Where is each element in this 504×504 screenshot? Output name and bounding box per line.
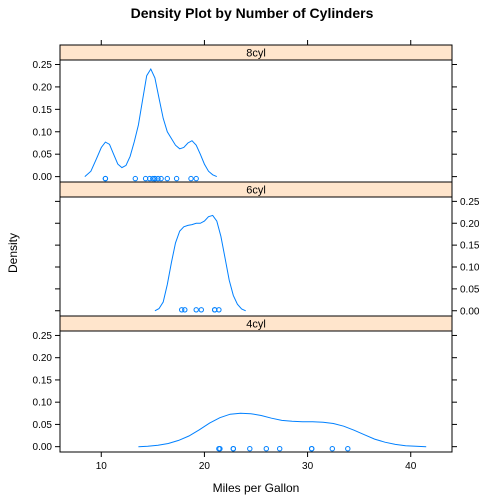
data-point-6cyl-6 bbox=[216, 307, 222, 313]
strip-label-8cyl: 8cyl bbox=[246, 48, 266, 60]
data-point-4cyl-10 bbox=[345, 446, 351, 452]
data-point-6cyl-0 bbox=[179, 307, 185, 313]
y-tick-label-8cyl-5: 0.25 bbox=[33, 60, 53, 71]
data-point-4cyl-5 bbox=[263, 446, 269, 452]
data-point-4cyl-8 bbox=[309, 446, 315, 452]
data-point-8cyl-10 bbox=[164, 175, 171, 182]
y-tick-label-6cyl-5: 0.25 bbox=[460, 197, 480, 208]
y-tick-label-4cyl-5: 0.25 bbox=[33, 331, 53, 342]
y-tick-label-4cyl-3: 0.15 bbox=[33, 375, 53, 386]
data-point-4cyl-4 bbox=[247, 446, 253, 452]
y-tick-label-6cyl-3: 0.15 bbox=[460, 241, 480, 252]
y-tick-label-4cyl-4: 0.20 bbox=[33, 353, 53, 364]
data-point-8cyl-7 bbox=[152, 175, 158, 182]
data-point-4cyl-1 bbox=[217, 446, 223, 452]
data-point-8cyl-2 bbox=[132, 175, 139, 182]
y-tick-label-6cyl-0: 0.00 bbox=[460, 306, 480, 317]
data-point-8cyl-8 bbox=[155, 175, 161, 182]
x-tick-label-0: 10 bbox=[96, 461, 108, 472]
y-tick-label-8cyl-2: 0.10 bbox=[33, 127, 53, 138]
x-tick-label-1: 20 bbox=[199, 461, 211, 472]
panel-frame-6cyl bbox=[59, 196, 453, 317]
data-point-8cyl-9 bbox=[158, 175, 164, 182]
plot-area: 8cyl 0.00 0.05 0.10 0.15 0.20 0.25 6cyl 0.00 0.05… bbox=[33, 40, 480, 472]
x-axis-label: Miles per Gallon bbox=[213, 481, 300, 495]
density-curve-8cyl bbox=[84, 67, 218, 178]
data-point-4cyl-6 bbox=[277, 446, 283, 452]
y-tick-label-6cyl-1: 0.05 bbox=[460, 284, 480, 295]
y-tick-label-8cyl-4: 0.20 bbox=[33, 82, 53, 93]
chart-title: Density Plot by Number of Cylinders bbox=[131, 5, 374, 21]
panel-frame-8cyl bbox=[59, 59, 453, 183]
x-tick-label-2: 30 bbox=[302, 461, 314, 472]
panel-frame-4cyl bbox=[59, 330, 453, 453]
data-point-8cyl-11 bbox=[173, 175, 180, 182]
y-tick-label-4cyl-0: 0.00 bbox=[33, 442, 53, 453]
density-curve-4cyl bbox=[138, 412, 427, 448]
data-point-8cyl-5 bbox=[150, 175, 156, 182]
y-tick-label-8cyl-1: 0.05 bbox=[33, 150, 53, 161]
x-tick-label-3: 40 bbox=[405, 461, 417, 472]
y-tick-label-6cyl-4: 0.20 bbox=[460, 219, 480, 230]
data-point-8cyl-13 bbox=[193, 175, 199, 182]
y-tick-label-6cyl-2: 0.10 bbox=[460, 263, 480, 274]
strip-label-4cyl: 4cyl bbox=[246, 319, 266, 331]
data-point-8cyl-1 bbox=[102, 175, 109, 182]
data-point-6cyl-2 bbox=[193, 307, 199, 313]
y-tick-label-8cyl-0: 0.00 bbox=[33, 172, 53, 183]
data-point-6cyl-3 bbox=[198, 307, 205, 313]
data-point-8cyl-4 bbox=[147, 175, 153, 182]
data-point-6cyl-1 bbox=[182, 307, 188, 313]
y-tick-label-8cyl-3: 0.15 bbox=[33, 105, 53, 116]
y-axis-label: Density bbox=[6, 233, 20, 273]
strip-label-6cyl: 6cyl bbox=[246, 185, 266, 197]
y-tick-label-4cyl-1: 0.05 bbox=[33, 420, 53, 431]
y-tick-label-4cyl-2: 0.10 bbox=[33, 398, 53, 409]
data-point-4cyl-9 bbox=[329, 446, 335, 452]
data-point-4cyl-3 bbox=[230, 446, 237, 452]
data-point-8cyl-12 bbox=[188, 175, 194, 182]
density-curve-6cyl bbox=[154, 214, 246, 312]
